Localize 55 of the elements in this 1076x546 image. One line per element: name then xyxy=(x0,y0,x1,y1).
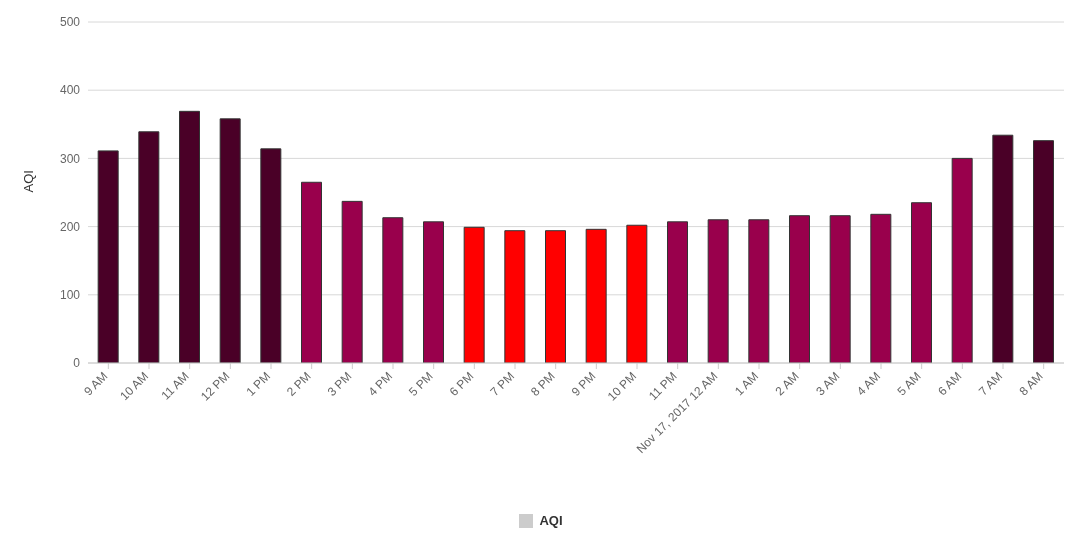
x-tick-label: 12 PM xyxy=(198,369,233,404)
x-tick-label: 5 AM xyxy=(894,369,924,399)
x-tick-label: 11 PM xyxy=(645,369,680,404)
y-tick-label: 200 xyxy=(59,219,81,234)
x-tick-label: 4 PM xyxy=(365,369,396,399)
bar xyxy=(301,181,322,363)
bar xyxy=(260,148,282,363)
x-tick-label: 1 AM xyxy=(731,369,762,399)
bar xyxy=(626,224,648,363)
x-tick-label: 7 AM xyxy=(975,369,1006,399)
y-tick-label: 500 xyxy=(59,15,81,30)
y-axis-title: AQI xyxy=(20,170,36,193)
x-tick-label: 4 AM xyxy=(853,369,884,399)
x-tick-label: 2 PM xyxy=(284,369,314,399)
bar xyxy=(423,221,444,363)
bar xyxy=(341,200,363,363)
bar xyxy=(789,215,810,363)
bar xyxy=(545,230,566,363)
bar xyxy=(382,217,404,363)
bar xyxy=(667,221,688,363)
x-tick-label: 8 AM xyxy=(1016,369,1046,399)
y-tick-label: 0 xyxy=(73,356,81,371)
bar xyxy=(911,202,932,363)
bar xyxy=(219,118,241,363)
bar xyxy=(463,226,485,363)
bar xyxy=(138,131,160,363)
bar xyxy=(992,134,1014,363)
x-tick-label: 1 PM xyxy=(243,369,274,399)
x-tick-label: 10 PM xyxy=(604,369,640,404)
bar xyxy=(97,150,119,363)
bar xyxy=(504,230,526,363)
x-tick-label: 9 PM xyxy=(568,369,599,399)
bar xyxy=(707,219,729,363)
bar xyxy=(585,228,607,363)
x-tick-label: 10 AM xyxy=(117,369,152,404)
bar xyxy=(179,110,200,363)
bar xyxy=(870,213,892,363)
x-tick-label: 6 AM xyxy=(935,369,965,399)
bar xyxy=(829,215,851,363)
x-tick-label: 11 AM xyxy=(158,369,192,403)
x-tick-label: 6 PM xyxy=(446,369,477,399)
x-tick-label: 3 PM xyxy=(324,369,355,399)
y-tick-label: 400 xyxy=(59,83,81,98)
text: AQI xyxy=(539,513,563,528)
bar xyxy=(748,219,770,363)
bar xyxy=(1033,140,1054,363)
x-tick-label: 7 PM xyxy=(487,369,518,399)
y-tick-label: 100 xyxy=(59,288,81,303)
x-tick-label: 3 AM xyxy=(813,369,843,399)
bar xyxy=(951,157,973,363)
x-tick-label: 5 PM xyxy=(406,369,436,399)
x-tick-label: 2 AM xyxy=(772,369,802,399)
x-tick-label: 9 AM xyxy=(81,369,111,399)
x-tick-label: 8 PM xyxy=(528,369,558,399)
y-tick-label: 300 xyxy=(59,151,81,166)
